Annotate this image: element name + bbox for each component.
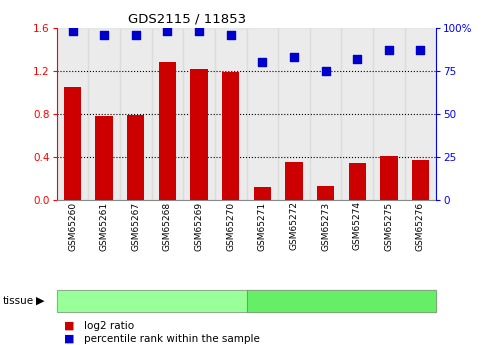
Point: [321, 68, 329, 73]
Bar: [215, 28, 246, 200]
Bar: [278, 28, 310, 200]
Point: [227, 32, 235, 37]
Text: duct: duct: [330, 296, 353, 306]
Bar: [310, 28, 341, 200]
Text: log2 ratio: log2 ratio: [84, 321, 134, 331]
Bar: [349, 164, 366, 200]
Point: [100, 32, 108, 37]
Bar: [152, 28, 183, 200]
Bar: [246, 28, 278, 200]
Point: [258, 59, 266, 65]
Bar: [96, 116, 113, 200]
Text: ▶: ▶: [36, 296, 45, 306]
Bar: [412, 160, 429, 200]
Text: ■: ■: [64, 321, 74, 331]
Text: GDS2115 / 11853: GDS2115 / 11853: [128, 12, 246, 25]
Text: tissue: tissue: [2, 296, 34, 306]
Bar: [88, 28, 120, 200]
Point: [290, 54, 298, 60]
Text: terminal end bud: terminal end bud: [106, 296, 197, 306]
Bar: [57, 28, 88, 200]
Text: ■: ■: [64, 334, 74, 344]
Bar: [183, 28, 215, 200]
Bar: [159, 62, 176, 200]
Bar: [120, 28, 152, 200]
Bar: [373, 28, 405, 200]
Bar: [190, 69, 208, 200]
Point: [164, 28, 172, 34]
Point: [353, 56, 361, 61]
Point: [132, 32, 140, 37]
Bar: [222, 72, 240, 200]
Bar: [253, 187, 271, 200]
Bar: [341, 28, 373, 200]
Point: [385, 47, 393, 53]
Bar: [380, 156, 397, 200]
Point: [417, 47, 424, 53]
Bar: [285, 162, 303, 200]
Point: [195, 28, 203, 34]
Bar: [64, 87, 81, 200]
Bar: [317, 186, 334, 200]
Bar: [405, 28, 436, 200]
Point: [69, 28, 76, 34]
Bar: [127, 115, 144, 200]
Text: percentile rank within the sample: percentile rank within the sample: [84, 334, 260, 344]
